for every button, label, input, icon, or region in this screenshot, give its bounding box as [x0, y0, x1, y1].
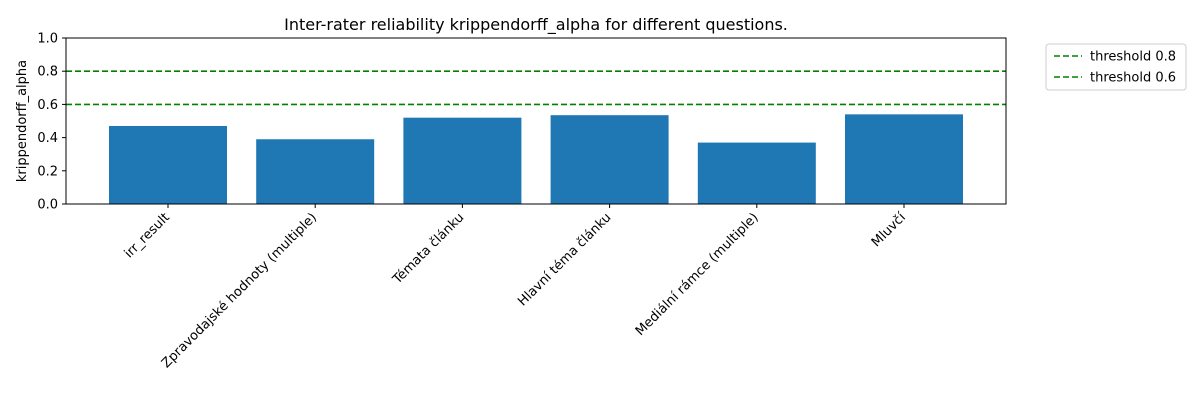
y-tick-label: 0.0 [37, 198, 58, 213]
bar-2 [403, 117, 522, 204]
y-tick-label: 0.6 [37, 98, 58, 113]
y-tick-label: 1.0 [37, 32, 58, 47]
bar-4 [697, 142, 816, 204]
y-axis: 0.0 0.2 0.4 0.6 0.8 1.0 [37, 32, 66, 213]
plot-area [65, 37, 1007, 205]
bar-5 [845, 114, 963, 204]
legend-label-0: threshold 0.8 [1090, 50, 1176, 65]
y-tick-label: 0.8 [37, 65, 58, 80]
y-tick-label: 0.2 [37, 164, 58, 179]
bar-3 [550, 115, 669, 204]
legend-label-1: threshold 0.6 [1090, 71, 1176, 86]
y-axis-label: krippendorff_alpha [15, 60, 30, 182]
chart-title: Inter-rater reliability krippendorff_alp… [284, 15, 788, 35]
bar-1 [256, 139, 375, 204]
y-tick-label: 0.4 [37, 131, 58, 146]
bar-0 [109, 125, 227, 204]
legend: threshold 0.8 threshold 0.6 [1045, 43, 1187, 91]
plot-frame [65, 37, 1007, 205]
